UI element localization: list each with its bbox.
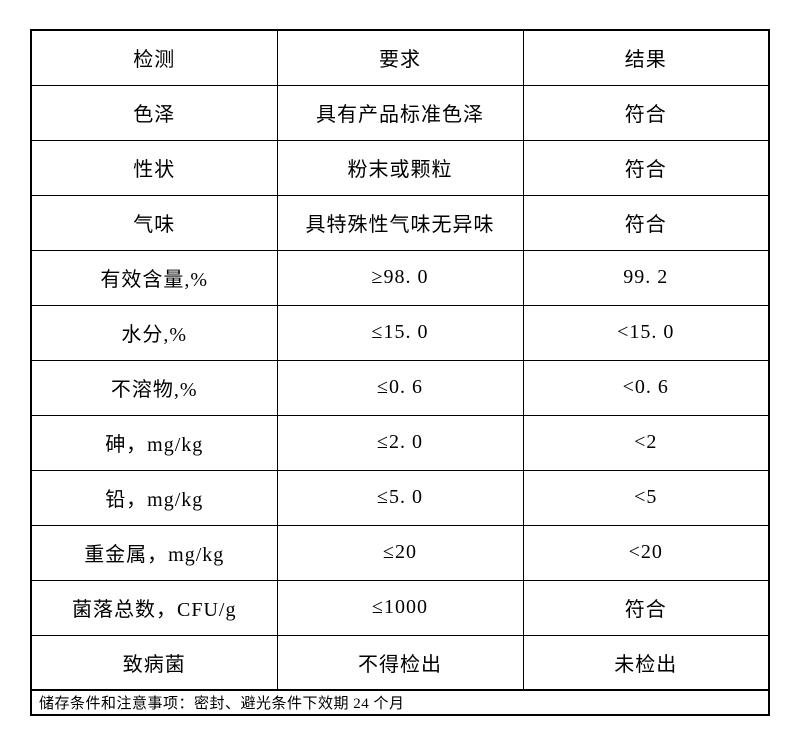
cell-item: 有效含量,% xyxy=(30,249,278,306)
table-footer-row: 储存条件和注意事项：密封、避光条件下效期 24 个月 xyxy=(30,689,770,716)
cell-requirement: ≤5. 0 xyxy=(276,469,524,526)
cell-result: <20 xyxy=(522,524,770,581)
cell-result: 符合 xyxy=(522,579,770,636)
cell-requirement: 粉末或颗粒 xyxy=(276,139,524,196)
cell-requirement: ≥98. 0 xyxy=(276,249,524,306)
cell-requirement: ≤15. 0 xyxy=(276,304,524,361)
header-cell-test: 检测 xyxy=(30,29,278,86)
cell-result: <2 xyxy=(522,414,770,471)
cell-requirement: 具特殊性气味无异味 xyxy=(276,194,524,251)
cell-item: 铅，mg/kg xyxy=(30,469,278,526)
table-row: 砷，mg/kg ≤2. 0 <2 xyxy=(30,414,770,471)
cell-item: 砷，mg/kg xyxy=(30,414,278,471)
cell-result: 未检出 xyxy=(522,634,770,691)
cell-requirement: ≤1000 xyxy=(276,579,524,636)
table-row: 色泽 具有产品标准色泽 符合 xyxy=(30,84,770,141)
header-cell-requirement: 要求 xyxy=(276,29,524,86)
table-row: 性状 粉末或颗粒 符合 xyxy=(30,139,770,196)
cell-item: 致病菌 xyxy=(30,634,278,691)
cell-item: 重金属，mg/kg xyxy=(30,524,278,581)
table-row: 气味 具特殊性气味无异味 符合 xyxy=(30,194,770,251)
cell-result: <0. 6 xyxy=(522,359,770,416)
cell-item: 水分,% xyxy=(30,304,278,361)
table-row: 水分,% ≤15. 0 <15. 0 xyxy=(30,304,770,361)
cell-requirement: ≤2. 0 xyxy=(276,414,524,471)
cell-result: 符合 xyxy=(522,84,770,141)
cell-item: 菌落总数，CFU/g xyxy=(30,579,278,636)
header-cell-result: 结果 xyxy=(522,29,770,86)
cell-item: 不溶物,% xyxy=(30,359,278,416)
cell-requirement: 不得检出 xyxy=(276,634,524,691)
table-row: 铅，mg/kg ≤5. 0 <5 xyxy=(30,469,770,526)
cell-result: 符合 xyxy=(522,139,770,196)
storage-conditions-note: 储存条件和注意事项：密封、避光条件下效期 24 个月 xyxy=(30,689,770,716)
cell-requirement: 具有产品标准色泽 xyxy=(276,84,524,141)
cell-item: 性状 xyxy=(30,139,278,196)
table-row: 有效含量,% ≥98. 0 99. 2 xyxy=(30,249,770,306)
cell-result: 符合 xyxy=(522,194,770,251)
cell-result: <5 xyxy=(522,469,770,526)
table-header-row: 检测 要求 结果 xyxy=(30,29,770,86)
cell-result: 99. 2 xyxy=(522,249,770,306)
table-row: 重金属，mg/kg ≤20 <20 xyxy=(30,524,770,581)
table-row: 菌落总数，CFU/g ≤1000 符合 xyxy=(30,579,770,636)
table-row: 不溶物,% ≤0. 6 <0. 6 xyxy=(30,359,770,416)
cell-requirement: ≤0. 6 xyxy=(276,359,524,416)
cell-item: 色泽 xyxy=(30,84,278,141)
inspection-table: 检测 要求 结果 色泽 具有产品标准色泽 符合 性状 粉末或颗粒 符合 气味 具… xyxy=(30,29,770,716)
cell-result: <15. 0 xyxy=(522,304,770,361)
cell-requirement: ≤20 xyxy=(276,524,524,581)
table-row: 致病菌 不得检出 未检出 xyxy=(30,634,770,691)
cell-item: 气味 xyxy=(30,194,278,251)
